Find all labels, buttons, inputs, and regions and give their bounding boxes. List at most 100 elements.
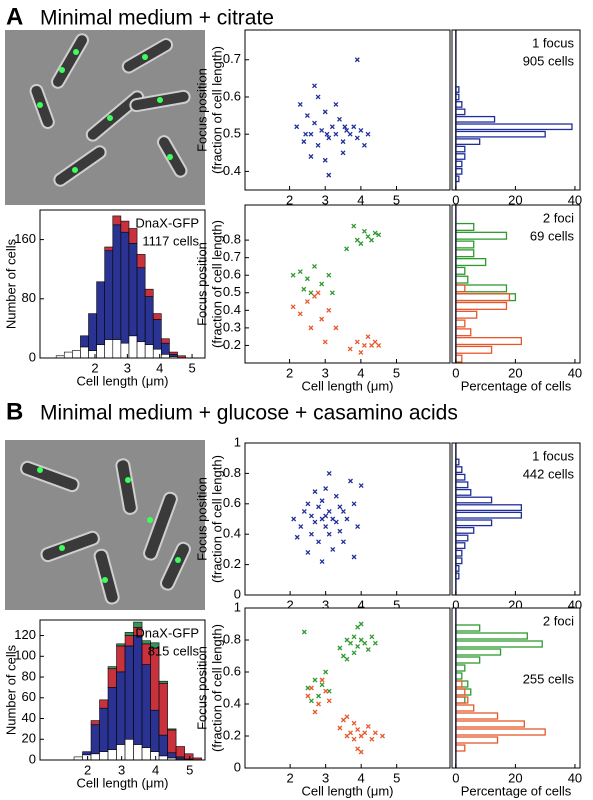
histogram-bar bbox=[99, 707, 109, 753]
plot-frame bbox=[39, 619, 206, 761]
y-tick-label: 40 bbox=[22, 710, 36, 725]
histogram-bar bbox=[90, 753, 100, 761]
scatter-point bbox=[324, 131, 330, 137]
scatter-point bbox=[348, 730, 353, 736]
scatter-point bbox=[326, 531, 332, 537]
scatter-point bbox=[344, 714, 350, 720]
y-tick-label: 0.6 bbox=[223, 88, 241, 103]
y-axis-label: (fraction of cell length) bbox=[209, 220, 224, 348]
scatter-point bbox=[344, 516, 350, 522]
histogram-bar bbox=[107, 749, 117, 761]
scatter-point bbox=[361, 228, 367, 234]
panel-title: Minimal medium + glucose + casamino acid… bbox=[40, 402, 458, 425]
scatter-point bbox=[301, 629, 307, 635]
x-tick-label: 5 bbox=[186, 762, 193, 777]
y-tick-label: 0.8 bbox=[223, 631, 241, 646]
y-tick-label: 0.6 bbox=[223, 663, 241, 678]
scatter-point bbox=[333, 325, 339, 331]
scatter-point bbox=[297, 311, 303, 317]
x-tick-label: 2 bbox=[91, 360, 98, 375]
scatter-point bbox=[340, 653, 346, 659]
y-tick-label: 20 bbox=[22, 731, 36, 746]
scatter-point bbox=[322, 157, 328, 163]
scatter-point bbox=[308, 513, 314, 519]
scatter-point bbox=[319, 677, 325, 683]
y-tick-label: 0.5 bbox=[223, 284, 241, 299]
scatter-point bbox=[312, 519, 318, 525]
scatter-point bbox=[312, 489, 318, 495]
scatter-point bbox=[362, 640, 368, 646]
scatter-point bbox=[372, 230, 378, 236]
plot-frame bbox=[244, 204, 451, 364]
scatter-point bbox=[319, 128, 325, 133]
scatter-point bbox=[312, 677, 318, 683]
scatter-point bbox=[304, 113, 310, 119]
histogram-bar bbox=[144, 344, 154, 359]
x-axis-label: Cell length (μm) bbox=[76, 775, 168, 790]
scatter-point bbox=[358, 621, 364, 627]
histogram-bar bbox=[80, 346, 89, 359]
scatter-point bbox=[298, 524, 304, 530]
y-axis-label: Focus position bbox=[194, 477, 209, 561]
scatter-point bbox=[369, 736, 375, 742]
scatter-point bbox=[347, 346, 353, 352]
scatter-point bbox=[308, 531, 314, 537]
scatter-point bbox=[354, 57, 360, 63]
x-tick-label: 0 bbox=[452, 770, 459, 785]
y-tick-label: 0 bbox=[29, 751, 36, 766]
plot-frame bbox=[244, 607, 451, 769]
scatter-point bbox=[348, 640, 353, 646]
annotation: DnaX-GFP bbox=[135, 215, 199, 230]
histogram-bar bbox=[158, 755, 168, 761]
scatter-point bbox=[340, 508, 346, 514]
x-tick-label: 5 bbox=[393, 192, 400, 207]
scatter-point bbox=[319, 498, 325, 504]
x-axis-label: Cell length (μm) bbox=[301, 783, 393, 798]
scatter-point bbox=[344, 637, 350, 643]
scatter-point bbox=[312, 293, 317, 299]
x-tick-label: 4 bbox=[152, 762, 159, 777]
histogram-bar bbox=[104, 246, 114, 251]
scatter-point bbox=[308, 290, 314, 296]
panel-label: B bbox=[6, 398, 23, 425]
histogram-bar bbox=[161, 342, 170, 355]
histogram-bar bbox=[169, 353, 178, 357]
scatter-point bbox=[312, 263, 317, 269]
scatter-point bbox=[316, 701, 322, 707]
histogram-bar bbox=[90, 724, 100, 755]
scatter-point bbox=[297, 269, 303, 275]
x-tick-label: 4 bbox=[358, 770, 365, 785]
annotation: 255 cells bbox=[523, 671, 575, 686]
scatter-point bbox=[326, 508, 332, 514]
y-tick-label: 0.2 bbox=[223, 337, 241, 352]
scatter-point bbox=[372, 730, 378, 736]
scatter-point bbox=[316, 693, 322, 699]
histogram-bar bbox=[104, 339, 114, 359]
histogram-bar bbox=[133, 744, 143, 761]
x-tick-label: 2 bbox=[286, 365, 293, 380]
scatter-point bbox=[323, 688, 329, 694]
histogram-bar bbox=[124, 635, 134, 647]
plot-area bbox=[245, 205, 450, 363]
x-tick-label: 5 bbox=[393, 770, 400, 785]
scatter-point bbox=[351, 554, 357, 560]
scatter-point bbox=[342, 124, 348, 130]
scatter-point bbox=[365, 723, 371, 729]
histogram-bar bbox=[175, 746, 185, 758]
y-tick-label: 0.4 bbox=[223, 163, 241, 178]
scatter-point bbox=[319, 316, 325, 322]
scatter-point bbox=[326, 470, 332, 476]
histogram-bar bbox=[82, 754, 92, 761]
scatter-point bbox=[315, 142, 321, 148]
scatter-point bbox=[290, 304, 296, 310]
y-axis-label: Number of cells bbox=[3, 644, 18, 735]
histogram-bar bbox=[136, 254, 146, 269]
y-tick-label: 100 bbox=[14, 648, 36, 663]
plot-frame bbox=[451, 442, 581, 596]
scatter-point bbox=[329, 290, 335, 296]
annotation: 2 foci bbox=[543, 210, 574, 225]
plot-area bbox=[245, 608, 450, 768]
histogram-bar bbox=[128, 228, 138, 244]
y-tick-label: 0.4 bbox=[223, 695, 241, 710]
